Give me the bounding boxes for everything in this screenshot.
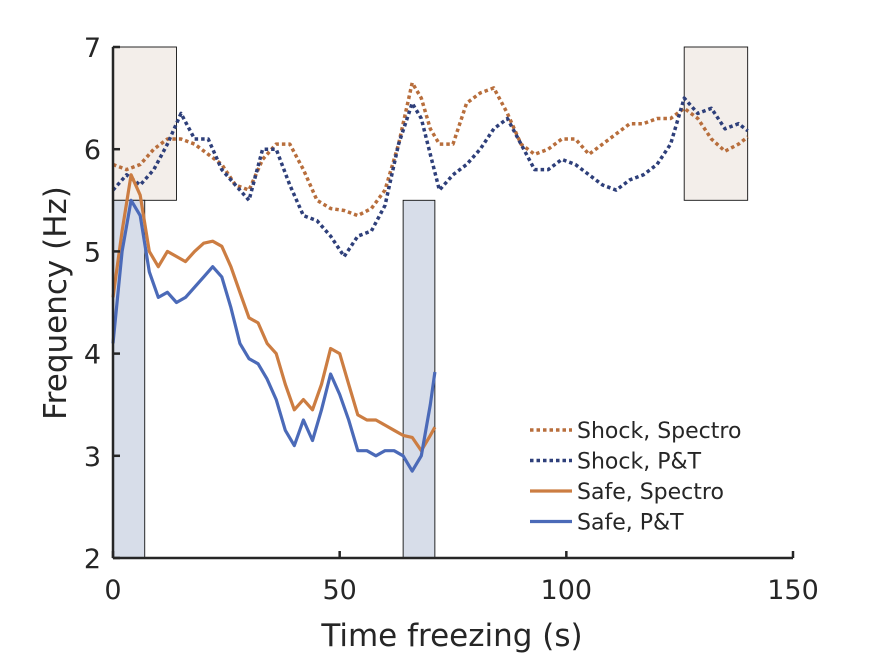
y-tick-label: 7 bbox=[84, 33, 101, 64]
x-axis-label: Time freezing (s) bbox=[320, 618, 582, 654]
series-lines bbox=[111, 81, 749, 473]
legend-label-shock-spectro: Shock, Spectro bbox=[577, 419, 741, 444]
y-tick-label: 2 bbox=[84, 544, 101, 575]
series-line-shock-pandt bbox=[111, 96, 749, 259]
x-tick-label: 50 bbox=[322, 575, 356, 606]
y-tick-label: 6 bbox=[84, 135, 101, 166]
shaded-region-0 bbox=[112, 46, 177, 201]
axes bbox=[111, 45, 795, 560]
legend-label-shock-pandt: Shock, P&T bbox=[577, 450, 702, 475]
tick-labels: 0 50 100 150 2 3 4 5 6 7 bbox=[84, 33, 819, 606]
x-tick-label: 150 bbox=[767, 575, 819, 606]
series-line-shock-spectro bbox=[112, 81, 749, 218]
shaded-regions bbox=[112, 46, 749, 559]
y-tick-label: 5 bbox=[84, 237, 101, 268]
series-line-safe-pandt bbox=[111, 198, 437, 473]
legend-label-safe-spectro: Safe, Spectro bbox=[577, 480, 724, 505]
y-tick-label: 4 bbox=[84, 340, 101, 371]
y-tick-label: 3 bbox=[84, 442, 101, 473]
legend: Shock, Spectro Shock, P&T Safe, Spectro Saf… bbox=[530, 419, 741, 536]
x-tick-label: 0 bbox=[104, 575, 121, 606]
shaded-region-3 bbox=[402, 199, 436, 559]
x-tick-label: 100 bbox=[541, 575, 593, 606]
series-line-safe-spectro bbox=[111, 173, 437, 453]
legend-label-safe-pandt: Safe, P&T bbox=[577, 511, 684, 536]
y-axis-label: Frequency (Hz) bbox=[38, 186, 74, 420]
